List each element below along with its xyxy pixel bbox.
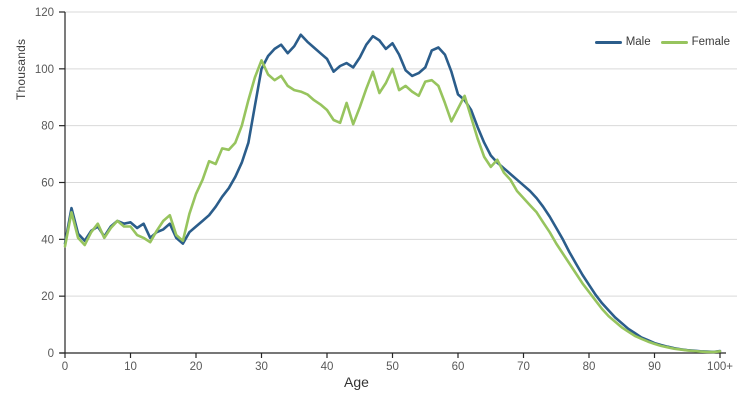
x-tick-label: 50	[386, 361, 399, 373]
legend-label-female: Female	[691, 36, 730, 48]
y-tick-label: 20	[41, 291, 54, 303]
x-tick-label: 20	[190, 361, 203, 373]
y-tick-label: 100	[35, 64, 54, 76]
y-tick-label: 80	[41, 121, 54, 133]
x-tick-label: 0	[62, 361, 68, 373]
y-tick-label: 40	[41, 234, 54, 246]
male-line-swatch	[594, 41, 622, 45]
x-tick-label: 90	[648, 361, 661, 373]
legend-item-female: Female	[660, 36, 730, 49]
y-tick-label: 120	[35, 7, 54, 19]
y-tick-label: 60	[41, 178, 54, 190]
x-tick-label: 30	[255, 361, 268, 373]
x-tick-label: 80	[583, 361, 596, 373]
female-line-swatch	[660, 41, 688, 45]
chart-legend: Male Female	[594, 36, 730, 49]
x-tick-label: 40	[321, 361, 334, 373]
x-tick-label: 70	[517, 361, 530, 373]
y-tick-label: 0	[48, 348, 54, 360]
x-tick-label: 10	[124, 361, 137, 373]
x-tick-label: 100+	[707, 361, 733, 373]
x-tick-label: 60	[452, 361, 465, 373]
male-line	[63, 33, 722, 354]
legend-item-male: Male	[594, 36, 651, 49]
legend-label-male: Male	[625, 36, 651, 48]
x-axis-title: Age	[344, 374, 369, 390]
female-line	[63, 58, 722, 354]
